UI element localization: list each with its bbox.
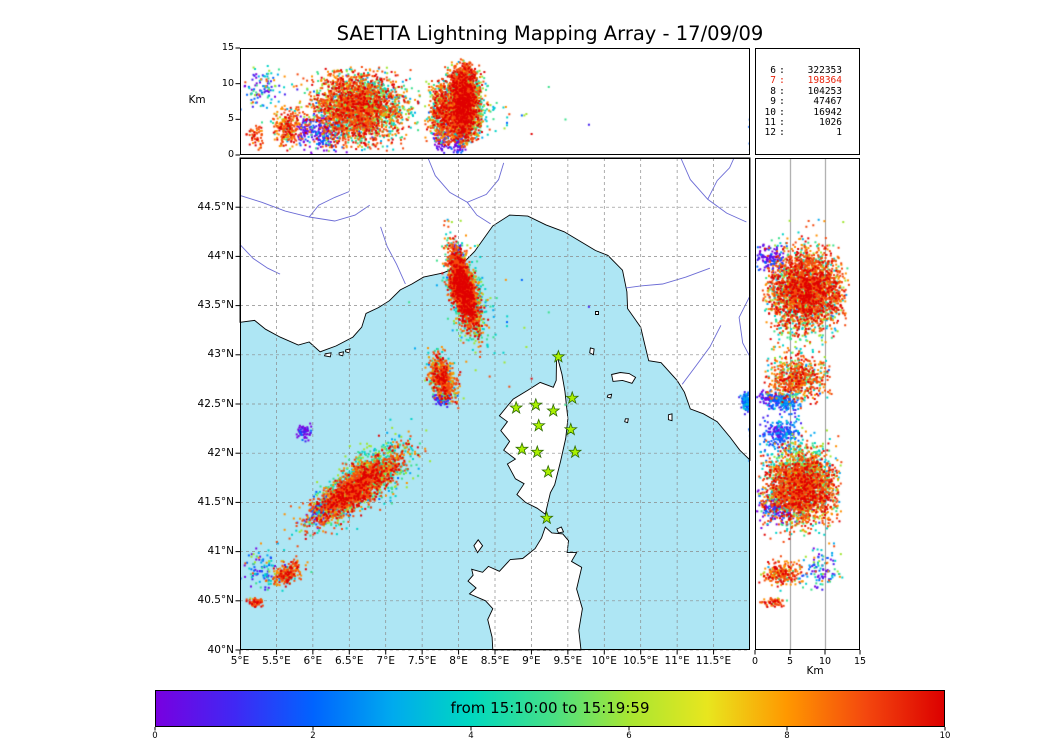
lon-tick-label: 11°E <box>664 655 690 667</box>
colorbar-tick-label: 6 <box>626 731 632 741</box>
altitude-axis-unit-label-top: Km <box>188 94 206 106</box>
lon-tick-label: 8°E <box>449 655 468 667</box>
stats-row: 8: 104253 <box>762 85 859 97</box>
stats-cell: 7 <box>770 75 776 87</box>
alt-tick-label-top: 10 <box>221 77 234 89</box>
alt-tick-label-right: 15 <box>853 656 867 667</box>
lat-tick-label: 44°N <box>207 249 234 262</box>
stats-row: 11: 1026 <box>762 117 859 129</box>
alt-tick-label-top: 5 <box>227 113 234 125</box>
lat-tick-label: 43°N <box>207 348 234 361</box>
stats-cell: : <box>779 127 785 139</box>
lat-tick-label: 44.5°N <box>197 200 234 213</box>
stats-row: 9: 47467 <box>762 96 859 108</box>
alt-tick-label-top: 15 <box>221 42 234 53</box>
stats-cell: : <box>779 65 785 76</box>
lon-tick-label: 5°E <box>230 655 250 667</box>
stats-cell: 47467 <box>813 96 842 108</box>
stats-row: 7: 198364 <box>762 75 859 87</box>
stats-cell: 11 <box>764 117 776 129</box>
lon-tick-label: 5.5°E <box>262 655 291 667</box>
stats-cell: 6 <box>770 65 776 76</box>
lon-tick-label: 9°E <box>522 655 541 667</box>
lon-tick-label: 10.5°E <box>623 655 659 667</box>
stats-cell: 12 <box>764 127 776 139</box>
stats-cell: 9 <box>770 96 776 108</box>
stats-cell: 322353 <box>807 65 842 76</box>
stats-row: 6: 322353 <box>762 65 859 76</box>
alt-tick-label-top: 0 <box>227 149 234 160</box>
colorbar-tick-label: 2 <box>310 731 316 741</box>
stats-cell: 1 <box>836 127 842 139</box>
lon-tick-label: 7°E <box>376 655 395 667</box>
stats-cell: 104253 <box>807 85 842 97</box>
alt-tick-label-right: 5 <box>786 656 794 667</box>
lon-tick-label: 11.5°E <box>695 655 732 667</box>
colorbar-tick-label: 8 <box>784 731 790 741</box>
stats-cell: 8 <box>770 85 776 97</box>
stats-cell: : <box>779 117 785 129</box>
stats-cell: 198364 <box>807 75 842 87</box>
lon-tick-label: 10°E <box>591 655 617 667</box>
stats-cell: : <box>779 96 785 108</box>
stats-cell: 16942 <box>813 106 842 118</box>
lat-tick-label: 41°N <box>207 545 234 558</box>
stats-cell: : <box>779 85 785 97</box>
lat-tick-label: 40°N <box>207 643 234 656</box>
colorbar-tick-label: 10 <box>939 731 951 741</box>
stats-row: 12: 1 <box>762 127 859 139</box>
map-scatter-canvas <box>240 158 750 650</box>
stats-cell: 10 <box>764 106 776 118</box>
altitude-longitude-canvas <box>240 48 750 155</box>
lon-tick-label: 9.5°E <box>553 655 583 667</box>
altitude-axis-unit-label-right: Km <box>806 665 824 677</box>
altitude-latitude-canvas <box>755 158 860 650</box>
figure-title: SAETTA Lightning Mapping Array - 17/09/0… <box>336 22 764 45</box>
lat-tick-label: 42°N <box>207 446 234 459</box>
colorbar-time-range-label: from 15:10:00 to 15:19:59 <box>450 699 650 717</box>
stats-row: 10: 16942 <box>762 106 859 118</box>
lat-tick-label: 40.5°N <box>197 594 234 607</box>
stats-cell: : <box>779 75 785 87</box>
station-stats-panel: 6:322353 7:198364 8:104253 9:47467 10:16942 1… <box>755 48 860 155</box>
alt-tick-label-right: 0 <box>751 656 759 667</box>
lat-tick-label: 41.5°N <box>197 495 234 508</box>
alt-tick-label-right: 10 <box>818 656 832 667</box>
stats-cell: : <box>779 106 785 118</box>
lat-tick-label: 42.5°N <box>197 397 234 410</box>
lon-tick-label: 7.5°E <box>407 655 437 667</box>
lon-tick-label: 6.5°E <box>334 655 364 667</box>
lon-tick-label: 8.5°E <box>480 655 510 667</box>
lat-tick-label: 43.5°N <box>197 299 234 312</box>
colorbar-tick-label: 4 <box>468 731 474 741</box>
stats-cell: 1026 <box>819 117 842 129</box>
time-colorbar: from 15:10:00 to 15:19:59 <box>155 690 945 727</box>
lon-tick-label: 6°E <box>303 655 323 667</box>
colorbar-tick-label: 0 <box>152 731 158 741</box>
